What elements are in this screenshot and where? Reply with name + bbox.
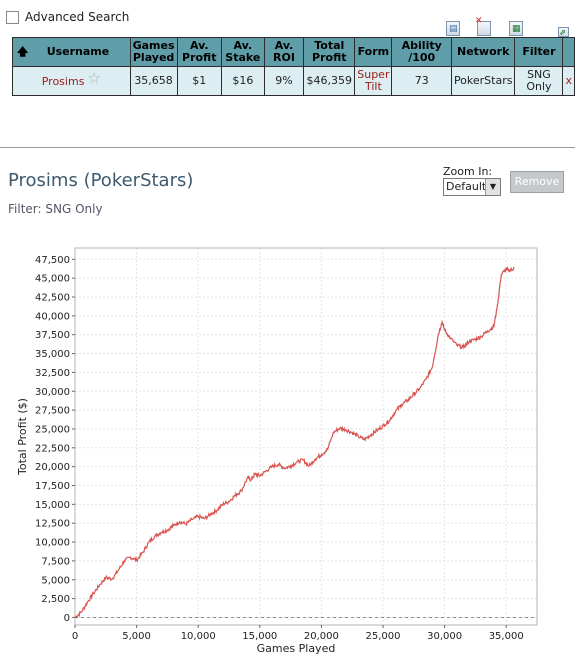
series-line [74, 265, 515, 619]
cell-username: Prosims ☆ [12, 66, 131, 96]
y-tick-label: 32,500 [35, 368, 70, 379]
advanced-search-checkbox[interactable] [6, 10, 19, 24]
y-ticks: 0 2,500 5,000 7,500 10,000 12,500 15,000 17,500… [35, 255, 75, 624]
chevron-down-icon[interactable]: ▼ [485, 179, 500, 195]
player-stats-table: 🡅 Username Games Played Av. Profit Av. St… [12, 37, 575, 96]
zoom-label: Zoom In: [443, 165, 493, 178]
header-remove [562, 37, 575, 67]
header-total-profit[interactable]: Total Profit [303, 37, 356, 67]
x-tick-label: 5,000 [122, 631, 151, 642]
x-axis-title: Games Played [257, 642, 336, 654]
y-tick-label: 12,500 [35, 519, 70, 530]
x-tick-label: 30,000 [427, 631, 462, 642]
cell-total-profit: $46,359 [303, 66, 356, 96]
cell-ability: 73 [391, 66, 452, 96]
header-av-profit[interactable]: Av. Profit [176, 37, 222, 67]
y-tick-label: 2,500 [41, 594, 70, 605]
y-axis-title: Total Profit ($) [16, 398, 29, 476]
favorite-star-icon[interactable]: ☆ [87, 69, 101, 87]
header-form[interactable]: Form [354, 37, 393, 67]
header-games-played[interactable]: Games Played [129, 37, 178, 67]
popout-icon[interactable]: ⇗ [558, 27, 569, 37]
y-tick-label: 30,000 [35, 387, 70, 398]
header-av-stake[interactable]: Av. Stake [220, 37, 265, 67]
plot-frame [74, 247, 538, 626]
cell-av-stake: $16 [220, 66, 265, 96]
remove-button[interactable]: Remove [510, 171, 564, 193]
y-tick-label: 45,000 [35, 274, 70, 285]
y-tick-label: 37,500 [35, 330, 70, 341]
x-tick-label: 20,000 [304, 631, 339, 642]
player-title: Prosims (PokerStars) [8, 170, 194, 191]
y-tick-label: 47,500 [35, 255, 70, 266]
y-tick-label: 25,000 [35, 424, 70, 435]
y-tick-label: 22,500 [35, 443, 70, 454]
profit-chart: 0 2,500 5,000 7,500 10,000 12,500 15,000 17,500… [16, 247, 538, 654]
username-link[interactable]: Prosims [41, 75, 85, 88]
sort-up-icon[interactable]: 🡅 [17, 45, 29, 58]
cell-av-roi: 9% [263, 66, 305, 96]
y-tick-label: 40,000 [35, 311, 70, 322]
y-tick-label: 17,500 [35, 481, 70, 492]
header-av-roi[interactable]: Av. ROI [263, 37, 305, 67]
y-tick-label: 7,500 [41, 556, 70, 567]
table-row: Prosims ☆ 35,658 $1 $16 9% $46,359 Super … [12, 66, 575, 96]
export-icon[interactable]: ▤ [446, 21, 460, 36]
y-tick-label: 0 [64, 613, 70, 624]
cell-filter: SNG Only [514, 66, 564, 96]
delete-icon[interactable]: ✕ [475, 17, 491, 36]
chart-grid [74, 248, 537, 625]
x-ticks: 0 5,000 10,000 15,000 20,000 25,000 30,000 35,0… [72, 625, 524, 642]
excel-icon[interactable]: ▦ [509, 21, 523, 36]
header-ability[interactable]: Ability /100 [391, 37, 452, 67]
y-tick-label: 15,000 [35, 500, 70, 511]
zoom-selected-value: Default [446, 180, 487, 193]
y-tick-label: 35,000 [35, 349, 70, 360]
cell-games-played: 35,658 [129, 66, 178, 96]
cell-network: PokerStars [450, 66, 516, 96]
x-tick-label: 0 [72, 631, 78, 642]
filter-label: Filter: SNG Only [8, 202, 103, 216]
remove-row-link[interactable]: x [562, 66, 575, 96]
cell-form[interactable]: Super Tilt [354, 66, 393, 96]
y-tick-label: 42,500 [35, 293, 70, 304]
section-divider [0, 147, 575, 148]
header-network[interactable]: Network [450, 37, 516, 67]
header-filter[interactable]: Filter [514, 37, 564, 67]
y-tick-label: 20,000 [35, 462, 70, 473]
header-username[interactable]: 🡅 Username [12, 37, 131, 67]
y-tick-label: 27,500 [35, 406, 70, 417]
cell-av-profit: $1 [176, 66, 222, 96]
y-tick-label: 5,000 [41, 575, 70, 586]
x-tick-label: 15,000 [242, 631, 277, 642]
y-tick-label: 10,000 [35, 538, 70, 549]
zoom-select[interactable]: Default ▼ [443, 178, 501, 196]
x-tick-label: 35,000 [489, 631, 524, 642]
advanced-search[interactable]: Advanced Search [6, 10, 129, 24]
table-header-row: 🡅 Username Games Played Av. Profit Av. St… [12, 37, 575, 67]
advanced-search-label: Advanced Search [25, 10, 130, 24]
x-tick-label: 25,000 [366, 631, 401, 642]
x-tick-label: 10,000 [181, 631, 216, 642]
